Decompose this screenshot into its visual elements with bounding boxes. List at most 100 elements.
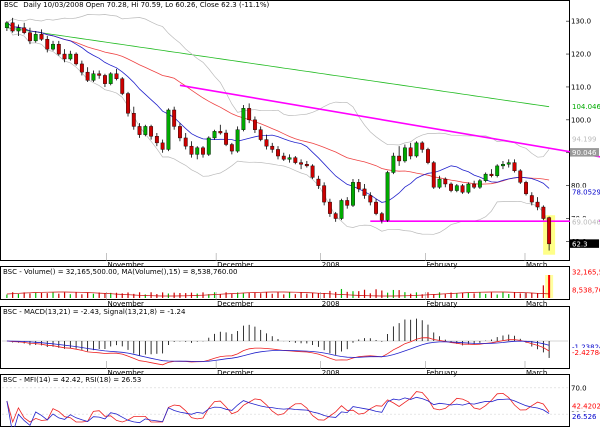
- volume-bar: [283, 294, 285, 298]
- candle-up: [16, 27, 21, 32]
- candle-down: [45, 39, 50, 50]
- candle-down: [472, 183, 477, 188]
- volume-value-tag: 32,165,500: [572, 269, 600, 277]
- candle-down: [449, 183, 453, 191]
- oscillator-tick-label: 70.0: [571, 384, 587, 392]
- volume-bar: [288, 292, 291, 298]
- volume-bar: [381, 290, 383, 298]
- candle: [276, 146, 280, 160]
- volume-bar: [496, 294, 498, 298]
- candle: [535, 197, 540, 211]
- price-value-tag: 69.0046: [572, 218, 600, 226]
- candle-down: [79, 63, 84, 73]
- volume-bar: [46, 293, 48, 298]
- volume-bar: [312, 292, 314, 298]
- price-value-tag-bg: [570, 148, 599, 157]
- candle-down: [397, 155, 402, 162]
- candle: [126, 91, 130, 117]
- candle: [322, 182, 327, 206]
- price-value-tag-bg: [570, 239, 599, 248]
- volume-bar: [404, 292, 406, 298]
- candle: [189, 141, 194, 158]
- volume-bar: [363, 289, 366, 298]
- candle-up: [91, 73, 96, 81]
- candle-up: [241, 108, 246, 130]
- candle: [437, 175, 442, 189]
- volume-bar: [536, 293, 539, 298]
- price-panel: [0, 0, 570, 261]
- volume-bar: [115, 292, 118, 298]
- candle: [149, 124, 154, 140]
- x-tick-label: November: [108, 369, 145, 377]
- candle-down: [247, 108, 252, 121]
- candle: [299, 159, 304, 170]
- header-details: Daily 10/03/2008 Open 70.28, Hi 70.59, L…: [23, 1, 269, 9]
- candle-down: [281, 155, 286, 160]
- volume-bar: [58, 293, 60, 298]
- candle-up: [108, 73, 113, 84]
- volume-bar: [323, 292, 325, 298]
- volume-bar: [456, 293, 458, 298]
- volume-bar: [433, 294, 435, 298]
- candle-down: [547, 217, 552, 245]
- volume-bar: [461, 292, 464, 298]
- candle: [524, 180, 528, 196]
- x-tick-label: November: [108, 261, 145, 269]
- candle: [472, 180, 477, 189]
- candle-down: [149, 126, 154, 137]
- volume-bar: [398, 290, 400, 298]
- candle: [68, 50, 73, 61]
- candle: [51, 40, 55, 51]
- candle-down: [178, 126, 182, 139]
- candle: [345, 197, 350, 209]
- candle: [506, 159, 511, 168]
- x-tick-label: March: [526, 369, 547, 377]
- candle-up: [339, 200, 344, 219]
- volume-bar: [306, 293, 308, 298]
- oscillator-value-tag: 42.4202: [572, 402, 600, 410]
- candle: [16, 24, 21, 36]
- candle-down: [258, 129, 263, 140]
- volume-bar: [485, 293, 487, 298]
- volume-bar: [513, 292, 516, 298]
- candle-down: [512, 162, 517, 172]
- candle: [252, 116, 257, 133]
- macd-value-tag: -1.23824: [572, 343, 600, 351]
- candle: [501, 160, 505, 170]
- volume-bar: [81, 294, 83, 298]
- price-value-tag-bg: [570, 187, 599, 197]
- price-value-tag-bg: [570, 217, 599, 226]
- candle-down: [22, 27, 27, 33]
- candle-down: [160, 142, 165, 150]
- volume-bar: [375, 289, 377, 298]
- candle: [224, 129, 229, 147]
- volume-bar: [340, 288, 343, 298]
- candle-down: [333, 213, 338, 219]
- candle: [108, 72, 113, 86]
- candle-down: [172, 109, 177, 127]
- candle-up: [466, 183, 471, 193]
- volume-value-tag: 8,538,760: [572, 287, 600, 295]
- candle-down: [408, 147, 413, 157]
- volume-bar: [508, 293, 510, 298]
- volume-bar: [473, 293, 475, 298]
- candle-up: [437, 178, 442, 188]
- candle: [443, 177, 448, 188]
- candle: [529, 192, 534, 206]
- volume-bar: [75, 292, 77, 298]
- volume-bar: [87, 292, 89, 298]
- volume-bar: [519, 293, 521, 298]
- candle: [374, 198, 378, 216]
- candle: [33, 31, 38, 43]
- mfi-header: BSC - MFI(14) = 42.42, RSI(18) = 26.53: [3, 376, 141, 384]
- volume-bar: [6, 294, 8, 298]
- price-tick-label: 100.0: [571, 116, 591, 124]
- candle: [287, 154, 292, 163]
- candle-up: [391, 155, 396, 173]
- volume-bar: [358, 291, 360, 298]
- candle: [10, 17, 15, 33]
- candle-down: [426, 149, 430, 163]
- volume-bar: [40, 292, 43, 298]
- price-value-tag: 104.046: [572, 103, 600, 111]
